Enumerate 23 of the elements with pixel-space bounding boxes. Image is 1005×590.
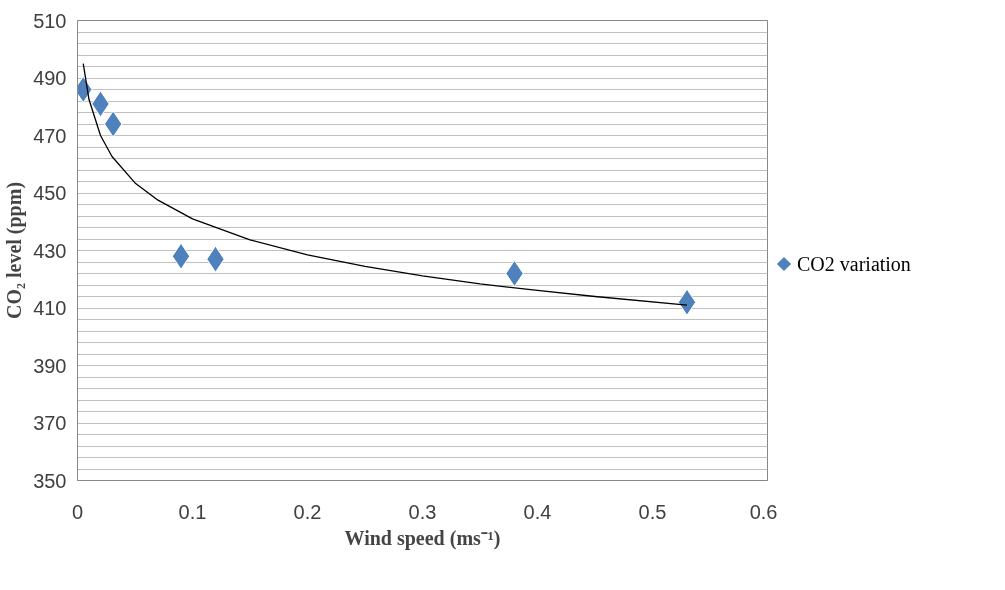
x-tick-label: 0.5 bbox=[638, 500, 667, 523]
y-tick-label: 510 bbox=[33, 9, 67, 32]
y-tick-label: 410 bbox=[33, 297, 67, 319]
legend-label: CO2 variation bbox=[796, 252, 911, 277]
x-tick-label: 0.1 bbox=[178, 500, 207, 523]
x-tick-label: 0.2 bbox=[293, 500, 322, 523]
y-tick-label: 490 bbox=[33, 67, 67, 89]
y-tick-label: 390 bbox=[33, 354, 67, 377]
x-tick-label: 0.4 bbox=[523, 500, 552, 523]
point bbox=[103, 110, 123, 138]
point bbox=[677, 288, 697, 316]
x-tick-label: 0.3 bbox=[408, 500, 437, 523]
y-tick-label: 430 bbox=[33, 239, 67, 262]
y-tick-label: 470 bbox=[33, 124, 67, 147]
point bbox=[171, 242, 191, 270]
x-tick-label: 0 bbox=[71, 500, 84, 523]
x-axis-title: Wind speed (ms⁻¹) bbox=[344, 526, 501, 550]
y-tick-label: 350 bbox=[33, 469, 67, 492]
y-tick-label: 450 bbox=[33, 182, 67, 204]
point bbox=[505, 260, 524, 287]
x-tick-label: 0.6 bbox=[749, 500, 778, 523]
y-axis-title: CO₂ level (ppm) bbox=[3, 181, 27, 320]
y-tick-label: 370 bbox=[33, 412, 67, 434]
